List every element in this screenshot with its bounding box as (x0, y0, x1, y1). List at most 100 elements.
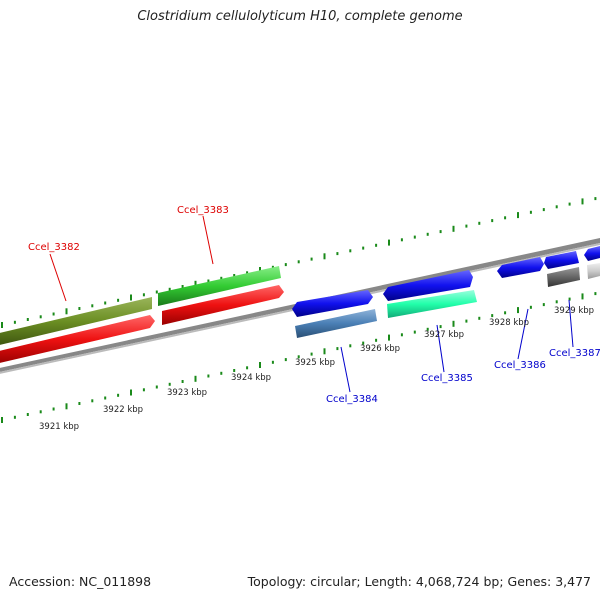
position-label-3921: 3921 kbp (39, 422, 79, 432)
lower-track-major-tick (1, 417, 3, 423)
gene-label-ccel-3383: Ccel_3383 (177, 205, 229, 216)
lower-track-minor-tick (78, 402, 81, 405)
lower-track-minor-tick (297, 355, 300, 359)
position-label-3928: 3928 kbp (489, 318, 529, 328)
upper-track-minor-tick (336, 252, 339, 256)
accession-text: Accession: NC_011898 (9, 574, 152, 589)
upper-track-major-tick (581, 198, 584, 205)
lower-track-minor-tick (91, 399, 94, 403)
upper-track-minor-tick (568, 202, 571, 206)
lower-track-major-tick (130, 389, 132, 396)
lower-track-major-tick (452, 320, 455, 327)
lower-track-minor-tick (220, 371, 223, 375)
lower-track-minor-tick (52, 407, 55, 411)
upper-track-minor-tick (168, 287, 171, 291)
lower-track-minor-tick (491, 314, 494, 318)
upper-track-minor-tick (52, 312, 55, 316)
lower-track-minor-tick (413, 330, 416, 334)
gene-ccel-3386-outer[interactable] (497, 257, 544, 278)
gene-ccel-3387-inner[interactable] (547, 267, 580, 287)
label-leader-lines (49, 215, 574, 393)
lower-track-minor-tick (465, 319, 468, 323)
upper-track-major-tick (517, 212, 519, 219)
upper-track-minor-tick (594, 197, 597, 201)
lower-track-minor-tick (233, 369, 236, 372)
gene-ccel-3382-outer[interactable] (0, 297, 152, 346)
gene-right-edge-inner[interactable] (587, 263, 600, 279)
lower-track-minor-tick (168, 382, 171, 386)
upper-track-minor-tick (542, 208, 545, 212)
upper-track-minor-tick (271, 265, 274, 269)
lower-track-minor-tick (426, 327, 429, 331)
position-label-3925: 3925 kbp (295, 358, 335, 368)
upper-track-minor-tick (439, 230, 442, 234)
upper-track-minor-tick (246, 271, 249, 275)
position-label-3923: 3923 kbp (167, 388, 207, 398)
lower-track-minor-tick (568, 297, 571, 301)
gene-ccel-3384-inner[interactable] (295, 309, 377, 338)
lower-track-major-tick (388, 334, 390, 341)
gene-ccel-3387-outer[interactable] (544, 251, 579, 269)
upper-track-minor-tick (491, 219, 494, 223)
lower-track-minor-tick (142, 388, 145, 392)
lower-track-minor-tick (39, 410, 42, 414)
lower-track-minor-tick (271, 360, 274, 364)
upper-tick-track (1, 197, 597, 328)
upper-track-minor-tick (104, 301, 107, 305)
upper-track-minor-tick (117, 298, 120, 302)
upper-track-minor-tick (13, 320, 16, 324)
gene-ccel-3382-inner[interactable] (0, 315, 155, 364)
lower-track-minor-tick (375, 338, 378, 342)
upper-track-minor-tick (349, 249, 352, 253)
upper-track-major-tick (388, 239, 390, 246)
upper-track-minor-tick (233, 274, 236, 277)
lower-track-minor-tick (336, 347, 339, 351)
upper-track-major-tick (452, 225, 455, 232)
lower-track-minor-tick (181, 380, 184, 383)
gene-label-ccel-3387: Ccel_3387 (549, 348, 600, 359)
upper-track-major-tick (194, 280, 197, 287)
lower-track-minor-tick (246, 366, 249, 370)
upper-track-minor-tick (375, 243, 378, 247)
lower-track-minor-tick (155, 385, 158, 389)
lower-track-major-tick (194, 375, 197, 382)
gene-ccel-3383-inner[interactable] (162, 285, 284, 325)
gene-ccel-3384-outer[interactable] (292, 290, 373, 317)
lower-track-minor-tick (362, 341, 365, 345)
gene-ccel-3385-inner[interactable] (387, 290, 477, 318)
position-label-3926: 3926 kbp (360, 344, 400, 354)
position-label-3927: 3927 kbp (424, 330, 464, 340)
upper-track-minor-tick (91, 304, 94, 308)
lower-track-minor-tick (310, 352, 313, 356)
lower-track-minor-tick (555, 300, 558, 304)
upper-track-major-tick (130, 294, 132, 301)
lower-track-minor-tick (400, 333, 403, 337)
upper-track-minor-tick (155, 290, 158, 294)
lower-track-minor-tick (207, 374, 210, 378)
lower-track-minor-tick (284, 358, 287, 362)
gene-ccel-3385-outer[interactable] (383, 270, 473, 301)
gene-ccel-3383-outer[interactable] (158, 266, 281, 306)
genome-stats-text: Topology: circular; Length: 4,068,724 bp… (247, 574, 591, 589)
lower-tick-track (1, 292, 597, 423)
upper-track-minor-tick (78, 307, 81, 310)
gene-label-ccel-3386: Ccel_3386 (494, 360, 546, 371)
upper-track-minor-tick (26, 318, 29, 321)
position-label-3922: 3922 kbp (103, 405, 143, 415)
lower-track-minor-tick (26, 413, 29, 416)
lower-track-major-tick (259, 362, 261, 368)
upper-track-major-tick (323, 253, 326, 260)
upper-track-minor-tick (39, 315, 42, 319)
position-label-3924: 3924 kbp (231, 373, 271, 383)
upper-track-minor-tick (529, 210, 532, 214)
lower-track-minor-tick (117, 393, 120, 397)
lower-track-minor-tick (349, 344, 352, 348)
upper-track-minor-tick (310, 257, 313, 261)
upper-track-minor-tick (207, 279, 210, 283)
upper-track-minor-tick (400, 238, 403, 242)
gene-right-edge-outer[interactable] (584, 246, 600, 261)
upper-track-minor-tick (284, 263, 287, 267)
lower-track-minor-tick (478, 316, 481, 320)
upper-track-minor-tick (220, 276, 223, 280)
